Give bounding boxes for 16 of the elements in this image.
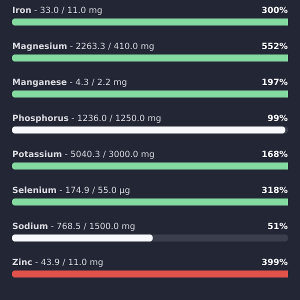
category-label: Magnesium - 2263.3 / 410.0 mg — [12, 42, 154, 51]
category-label: Sodium - 768.5 / 1500.0 mg — [12, 222, 134, 231]
category-label: Selenium - 174.9 / 55.0 µg — [12, 186, 130, 195]
category-label: Manganese - 4.3 / 2.2 mg — [12, 78, 126, 87]
category-label: Iron - 33.0 / 11.0 mg — [12, 6, 102, 15]
category-label: Zinc - 43.9 / 11.0 mg — [12, 258, 103, 267]
data-label: 300% — [262, 6, 288, 14]
category-label: Phosphorus - 1236.0 / 1250.0 mg — [12, 114, 160, 123]
data-label: 552% — [262, 42, 288, 50]
data-label: 399% — [262, 258, 288, 266]
data-label: 99% — [268, 114, 288, 122]
data-label: 51% — [268, 222, 288, 230]
data-label: 318% — [262, 186, 288, 194]
data-label: 168% — [262, 150, 288, 158]
data-label: 197% — [262, 78, 288, 86]
category-label: Potassium - 5040.3 / 3000.0 mg — [12, 150, 154, 159]
